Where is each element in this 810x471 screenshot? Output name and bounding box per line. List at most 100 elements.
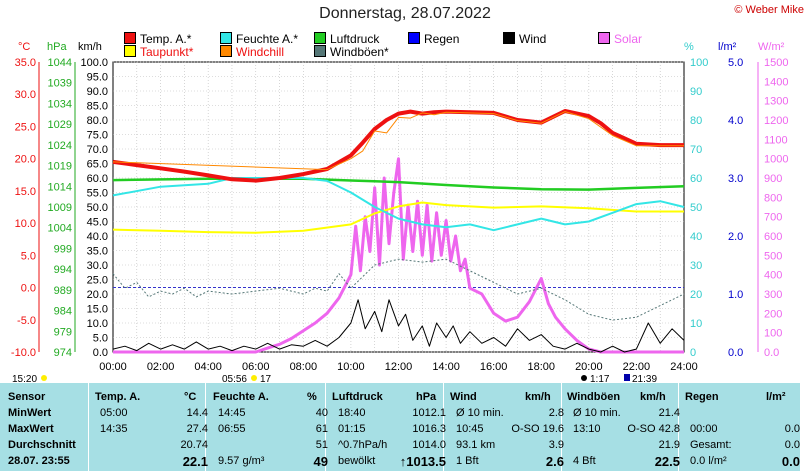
legend-swatch bbox=[124, 45, 136, 57]
legend-label: Regen bbox=[424, 32, 460, 46]
rain-tick-label: 1.0 bbox=[728, 289, 743, 301]
table-cell-temp-value: 22.1 bbox=[182, 454, 208, 469]
table-header-pressure: Luftdruck bbox=[332, 391, 383, 403]
table-cell-hum-label: 06:55 bbox=[218, 423, 246, 435]
time-tick-label: 22:00 bbox=[623, 361, 651, 373]
table-header-gust: Windböen bbox=[567, 391, 621, 403]
solar-tick-label: 600 bbox=[764, 231, 782, 243]
humidity-tick-label: 30 bbox=[690, 260, 702, 272]
legend-item-pressure: Luftdruck bbox=[314, 32, 379, 46]
moon-icon bbox=[581, 375, 587, 381]
table-header-rain-unit: l/m² bbox=[766, 391, 786, 403]
table-header-gust-unit: km/h bbox=[640, 391, 666, 403]
table-cell-rain-label: 00:00 bbox=[690, 423, 718, 435]
wind-tick-label: 50.0 bbox=[87, 202, 108, 214]
solar-tick-label: 300 bbox=[764, 289, 782, 301]
legend-item-dewpoint: Taupunkt* bbox=[124, 45, 193, 59]
legend-swatch bbox=[314, 45, 326, 57]
humidity-tick-label: 10 bbox=[690, 318, 702, 330]
marker-left-time: 15:20 bbox=[12, 374, 37, 383]
table-cell-wind-label: 1 Bft bbox=[456, 455, 479, 467]
solar-tick-label: 1000 bbox=[764, 154, 788, 166]
wind-tick-label: 0.0 bbox=[93, 347, 108, 359]
copyright-text[interactable]: © Weber Mike bbox=[734, 4, 804, 16]
legend-label: Luftdruck bbox=[330, 32, 380, 46]
temp-tick-label: 5.0 bbox=[21, 250, 36, 262]
table-header-humidity-unit: % bbox=[307, 391, 317, 403]
table-cell-gust-value: 21.9 bbox=[658, 439, 680, 451]
legend-swatch bbox=[124, 32, 136, 44]
time-tick-label: 16:00 bbox=[480, 361, 508, 373]
time-tick-label: 20:00 bbox=[575, 361, 603, 373]
table-row-label: MinWert bbox=[8, 407, 52, 419]
wind-tick-label: 40.0 bbox=[87, 231, 108, 243]
wind-tick-label: 60.0 bbox=[87, 173, 108, 185]
pressure-tick-label: 1009 bbox=[48, 202, 72, 214]
time-tick-label: 14:00 bbox=[432, 361, 460, 373]
legend-item-wind: Wind bbox=[503, 32, 546, 46]
temp-tick-label: 25.0 bbox=[15, 121, 36, 133]
legend-label: Solar bbox=[614, 32, 643, 46]
table-cell-wind-label: 10:45 bbox=[456, 423, 484, 435]
pressure-tick-label: 979 bbox=[54, 326, 72, 338]
solar-tick-label: 1500 bbox=[764, 57, 788, 69]
solar-tick-label: 800 bbox=[764, 192, 782, 204]
humidity-tick-label: 70 bbox=[690, 144, 702, 156]
solar-tick-label: 1300 bbox=[764, 96, 788, 108]
temp-tick-label: 35.0 bbox=[15, 57, 36, 69]
table-header-pressure-unit: hPa bbox=[416, 391, 437, 403]
series-line-wind bbox=[112, 299, 685, 353]
rain-tick-label: 2.0 bbox=[728, 231, 743, 243]
wind-tick-label: 20.0 bbox=[87, 289, 108, 301]
table-cell-press-label: 01:15 bbox=[338, 423, 366, 435]
pressure-tick-label: 974 bbox=[54, 347, 72, 359]
table-cell-hum-value: 61 bbox=[315, 423, 328, 435]
time-tick-label: 02:00 bbox=[147, 361, 175, 373]
table-cell-press-value: 1016.3 bbox=[412, 423, 446, 435]
temp-tick-label: 10.0 bbox=[15, 218, 36, 230]
legend-swatch bbox=[598, 32, 610, 44]
wind-tick-label: 65.0 bbox=[87, 159, 108, 171]
legend-swatch bbox=[503, 32, 515, 44]
pressure-tick-label: 1014 bbox=[48, 181, 72, 193]
rain-tick-label: 3.0 bbox=[728, 173, 743, 185]
table-cell-wind-label: 93.1 km bbox=[456, 439, 496, 451]
table-cell-rain-value: 0.0 bbox=[784, 423, 800, 435]
sun-marker-icon bbox=[41, 375, 47, 381]
rain-tick-label: 4.0 bbox=[728, 115, 743, 127]
table-header-temp-unit: °C bbox=[184, 391, 197, 403]
legend-swatch bbox=[408, 32, 420, 44]
sunset-time: 21:39 bbox=[632, 374, 657, 383]
pressure-tick-label: 1004 bbox=[48, 223, 72, 235]
wind-tick-label: 15.0 bbox=[87, 304, 108, 316]
pressure-axis-unit: hPa bbox=[47, 41, 67, 53]
wind-tick-label: 45.0 bbox=[87, 217, 108, 229]
wind-tick-label: 5.0 bbox=[93, 333, 108, 345]
table-cell-wind-value: 2.8 bbox=[548, 407, 564, 419]
table-row-label: MaxWert bbox=[8, 423, 54, 435]
solar-tick-label: 700 bbox=[764, 212, 782, 224]
time-tick-label: 18:00 bbox=[527, 361, 555, 373]
wind-tick-label: 95.0 bbox=[87, 72, 108, 84]
sunrise-value: 17 bbox=[260, 374, 272, 383]
legend-label: Windböen* bbox=[330, 45, 389, 59]
temp-tick-label: 15.0 bbox=[15, 186, 36, 198]
legend-label: Feuchte A.* bbox=[236, 32, 299, 46]
rain-axis-unit: l/m² bbox=[718, 41, 737, 53]
pressure-tick-label: 984 bbox=[54, 306, 72, 318]
sunrise-time: 05:56 bbox=[222, 374, 247, 383]
table-header-humidity: Feuchte A. bbox=[213, 391, 269, 403]
table-cell-wind-label: Ø 10 min. bbox=[456, 407, 504, 419]
humidity-tick-label: 0 bbox=[690, 347, 696, 359]
humidity-tick-label: 40 bbox=[690, 231, 702, 243]
humidity-tick-label: 20 bbox=[690, 289, 702, 301]
table-cell-press-value: ↑1013.5 bbox=[399, 454, 446, 469]
table-cell-temp-value: 14.4 bbox=[186, 407, 208, 419]
table-cell-rain-value: 0.0 bbox=[781, 454, 800, 469]
wind-tick-label: 25.0 bbox=[87, 275, 108, 287]
table-row-label: Durchschnitt bbox=[8, 439, 76, 451]
table-cell-temp-value: 27.4 bbox=[186, 423, 208, 435]
weather-chart: 35.0 30.0 25.0 20.0 15.0 10.0 5.0 0.0 -5.0 -10.0 1… bbox=[11, 57, 789, 383]
time-tick-label: 06:00 bbox=[242, 361, 270, 373]
wind-tick-label: 10.0 bbox=[87, 318, 108, 330]
